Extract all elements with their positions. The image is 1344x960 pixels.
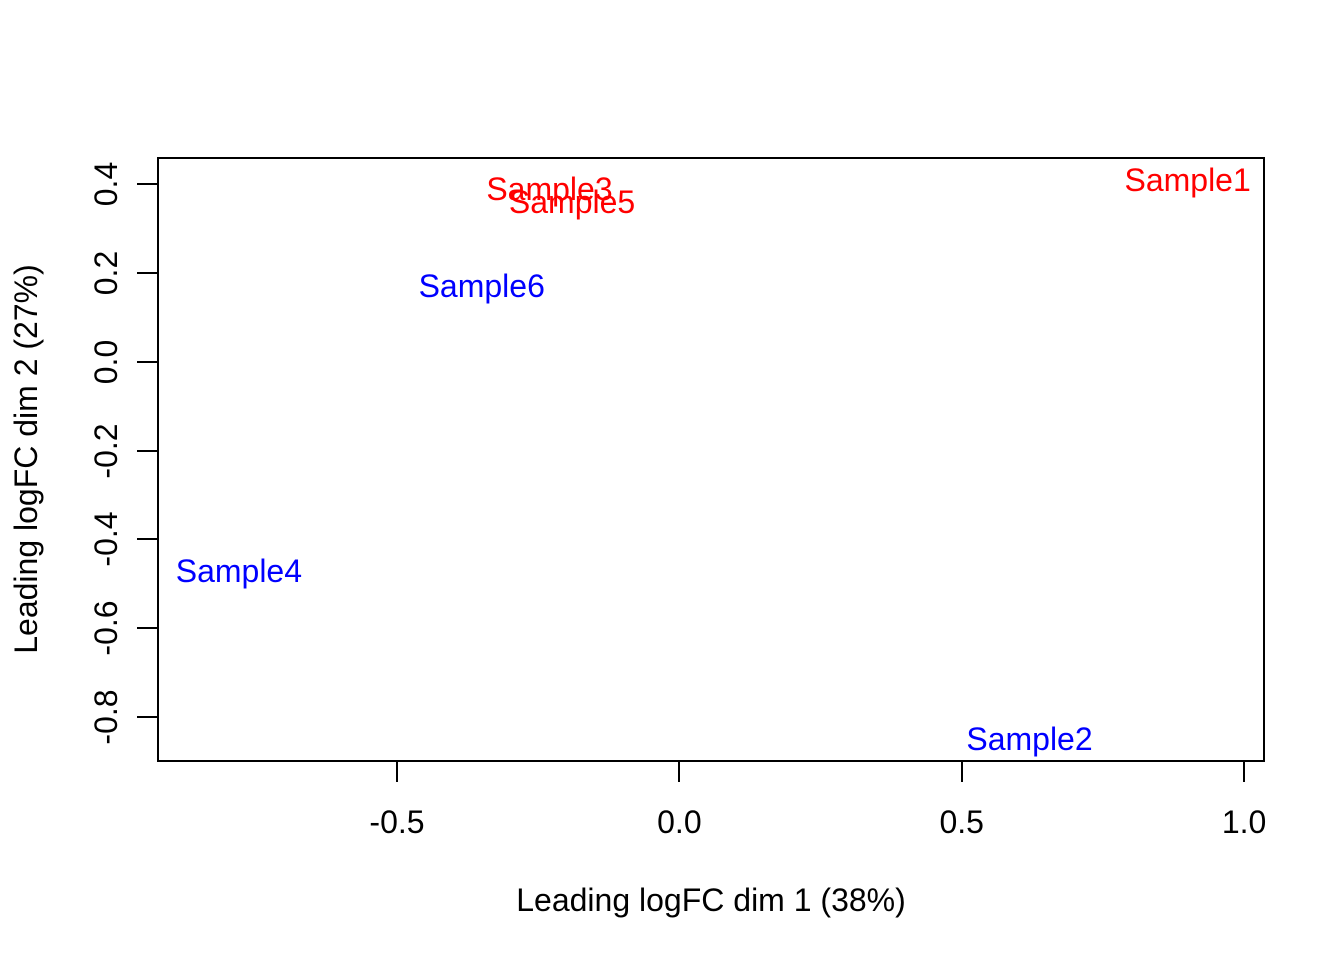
x-tick-label: 1.0	[1221, 804, 1267, 840]
sample-label: Sample6	[418, 268, 545, 305]
y-axis-title: Leading logFC dim 2 (27%)	[8, 264, 44, 654]
sample-label: Sample2	[966, 721, 1093, 758]
x-tick-label: 0.0	[657, 804, 702, 840]
y-tick-label: 0.0	[88, 339, 124, 385]
x-tick-label: -0.5	[369, 804, 425, 840]
sample-label: Sample3	[486, 170, 613, 207]
y-tick-label: -0.4	[88, 511, 124, 568]
y-tick-mark	[137, 627, 157, 630]
x-tick-mark	[678, 762, 681, 782]
y-tick-mark	[137, 271, 157, 274]
x-tick-mark	[1243, 762, 1246, 782]
x-tick-mark	[960, 762, 963, 782]
y-tick-mark	[137, 449, 157, 452]
x-tick-mark	[396, 762, 398, 782]
y-tick-mark	[137, 538, 157, 541]
y-tick-label: -0.8	[88, 689, 124, 745]
y-tick-label: 0.2	[88, 250, 124, 296]
sample-label: Sample5	[508, 183, 636, 220]
x-axis-title: Leading logFC dim 1 (38%)	[516, 882, 906, 918]
y-tick-mark	[137, 716, 157, 719]
y-tick-label: -0.2	[88, 423, 124, 479]
y-tick-mark	[137, 360, 157, 363]
plot-area	[157, 157, 1265, 762]
y-tick-label: -0.6	[88, 600, 124, 656]
sample-label: Sample1	[1124, 161, 1251, 198]
sample-label: Sample4	[175, 552, 303, 589]
x-tick-label: 0.5	[939, 804, 984, 840]
y-tick-label: 0.4	[88, 161, 124, 207]
y-tick-mark	[137, 183, 157, 186]
